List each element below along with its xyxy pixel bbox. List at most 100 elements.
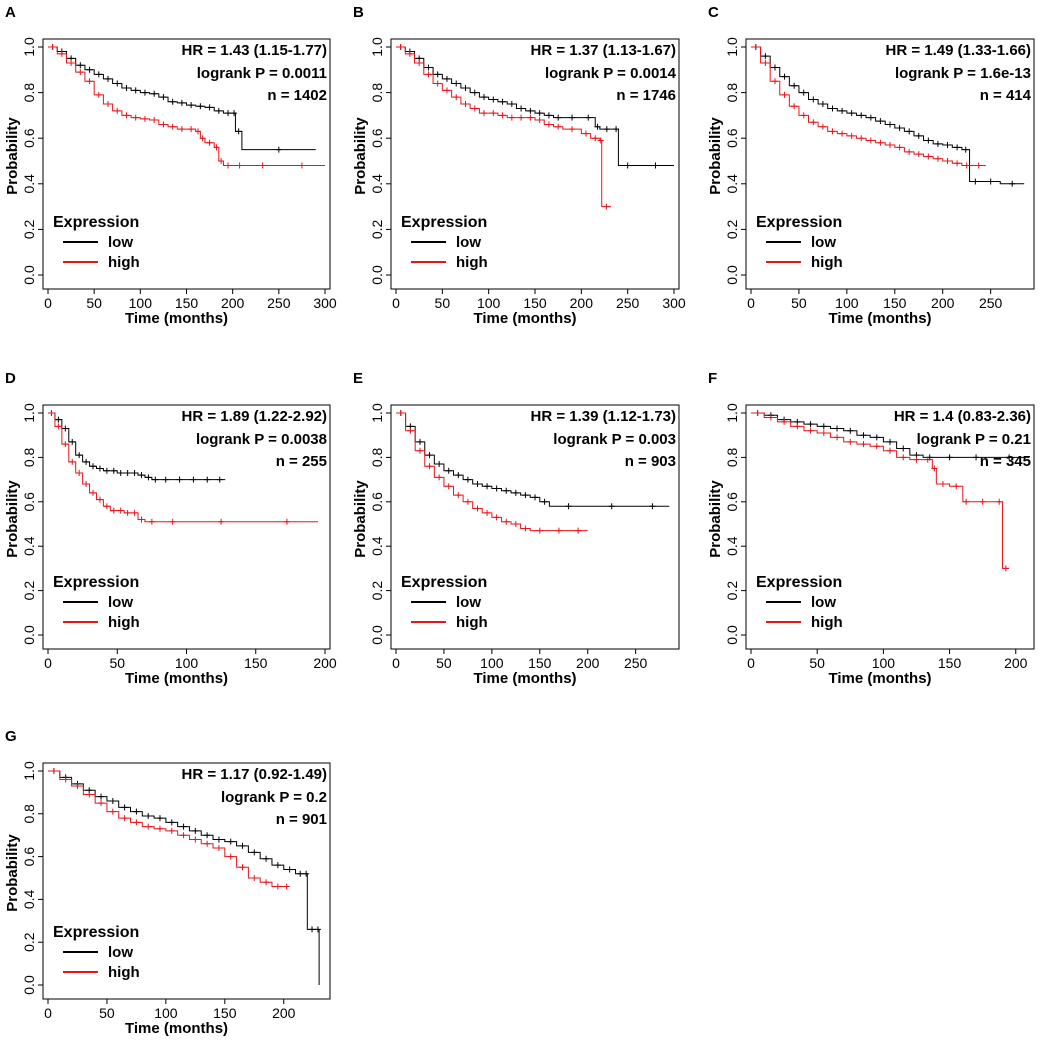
- censor-mark-low: [972, 178, 979, 185]
- legend-label-high: high: [811, 614, 843, 631]
- x-tick-label: 150: [175, 295, 199, 311]
- x-tick-label: 100: [872, 655, 896, 671]
- censor-mark-high: [924, 456, 931, 463]
- censor-mark-high: [83, 481, 90, 488]
- censor-mark-low: [848, 110, 855, 117]
- censor-mark-high: [436, 474, 443, 481]
- km-curve-high: [48, 412, 319, 523]
- panel-g: G 0 50 100 150 200 Time (months) 0.0 0.2 0.4 0.6 0.…: [4, 728, 331, 1037]
- censor-mark-high: [69, 458, 76, 465]
- censor-mark-high: [536, 116, 543, 123]
- censor-mark-low: [834, 425, 841, 432]
- censor-mark-high: [975, 162, 982, 169]
- censor-mark-high: [105, 101, 112, 107]
- censor-mark-high: [925, 153, 932, 160]
- y-tick-label: 0.8: [369, 83, 385, 103]
- censor-mark-high: [121, 815, 128, 822]
- censor-mark-low: [95, 71, 102, 78]
- censor-mark-high: [752, 44, 759, 50]
- censor-mark-low: [925, 137, 932, 144]
- censor-mark-low: [807, 421, 814, 428]
- censor-mark-low: [847, 427, 854, 434]
- censor-mark-low: [275, 146, 282, 153]
- censor-mark-high: [141, 115, 148, 122]
- censor-mark-low: [829, 105, 836, 112]
- censor-mark-low: [445, 467, 452, 474]
- legend-label-low: low: [108, 944, 133, 961]
- censor-mark-low: [900, 445, 907, 452]
- censor-mark-high: [114, 107, 121, 114]
- censor-mark-high: [103, 503, 110, 510]
- censor-mark-low: [522, 492, 529, 499]
- censor-mark-high: [239, 864, 246, 871]
- censor-mark-high: [58, 50, 65, 57]
- y-tick-label: 1.0: [21, 761, 37, 781]
- censor-mark-high: [416, 59, 423, 66]
- censor-mark-low: [103, 467, 110, 474]
- censor-mark-high: [426, 463, 433, 470]
- censor-mark-high: [213, 144, 220, 151]
- censor-mark-low: [603, 126, 610, 133]
- censor-mark-low: [138, 472, 145, 479]
- logrank-p-text: logrank P = 0.2: [221, 789, 327, 806]
- censor-mark-low: [518, 105, 525, 112]
- censor-mark-low: [314, 926, 321, 933]
- y-tick-label: 0.6: [369, 492, 385, 512]
- hazard-ratio-text: HR = 1.17 (0.92-1.49): [182, 766, 328, 783]
- censor-mark-high: [481, 110, 488, 117]
- censor-mark-low: [286, 866, 293, 873]
- censor-mark-low: [946, 454, 953, 461]
- censor-mark-low: [536, 110, 543, 117]
- panel-label: F: [708, 370, 717, 387]
- censor-mark-high: [913, 456, 920, 463]
- censor-mark-low: [490, 96, 497, 103]
- censor-mark-high: [251, 875, 258, 881]
- censor-mark-low: [508, 101, 515, 107]
- censor-mark-high: [762, 59, 769, 66]
- censor-mark-high: [76, 469, 83, 476]
- censor-mark-high: [455, 492, 462, 499]
- censor-mark-high: [915, 151, 922, 158]
- censor-mark-high: [939, 481, 946, 488]
- censor-mark-low: [169, 98, 176, 105]
- censor-mark-high: [397, 44, 404, 50]
- censor-mark-low: [915, 132, 922, 139]
- y-tick-label: 0.8: [21, 447, 37, 467]
- censor-mark-high: [49, 44, 56, 50]
- legend-label-high: high: [108, 254, 140, 271]
- censor-mark-low: [820, 423, 827, 430]
- legend-title: Expression: [53, 214, 139, 231]
- censor-mark-low: [215, 836, 222, 843]
- x-tick-label: 200: [576, 655, 600, 671]
- censor-mark-high: [148, 518, 155, 525]
- hazard-ratio-text: HR = 1.89 (1.22-2.92): [182, 408, 328, 425]
- sample-size-text: n = 901: [276, 811, 327, 828]
- censor-mark-low: [973, 454, 980, 461]
- legend-label-high: high: [811, 254, 843, 271]
- panel-label: B: [353, 4, 364, 21]
- y-tick-label: 0.4: [21, 536, 37, 556]
- censor-mark-high: [490, 110, 497, 117]
- censor-mark-low: [493, 485, 500, 492]
- censor-mark-low: [156, 815, 163, 822]
- legend-title: Expression: [756, 214, 842, 231]
- x-tick-label: 200: [313, 655, 337, 671]
- x-axis-label: Time (months): [473, 310, 576, 327]
- censor-mark-low: [160, 94, 167, 101]
- legend-label-low: low: [456, 594, 481, 611]
- x-tick-label: 250: [979, 295, 1003, 311]
- censor-mark-low: [1006, 454, 1013, 461]
- x-tick-label: 250: [267, 295, 291, 311]
- censor-mark-low: [858, 112, 865, 119]
- hazard-ratio-text: HR = 1.43 (1.15-1.77): [182, 42, 328, 59]
- censor-mark-low: [168, 819, 175, 826]
- censor-mark-low: [309, 926, 316, 933]
- censor-mark-low: [569, 114, 576, 121]
- y-tick-label: 0.8: [724, 447, 740, 467]
- censor-mark-low: [124, 469, 131, 476]
- y-tick-label: 0.4: [724, 536, 740, 556]
- legend-label-low: low: [108, 234, 133, 251]
- censor-mark-high: [839, 130, 846, 137]
- y-tick-label: 0.4: [369, 536, 385, 556]
- censor-mark-high: [96, 496, 103, 503]
